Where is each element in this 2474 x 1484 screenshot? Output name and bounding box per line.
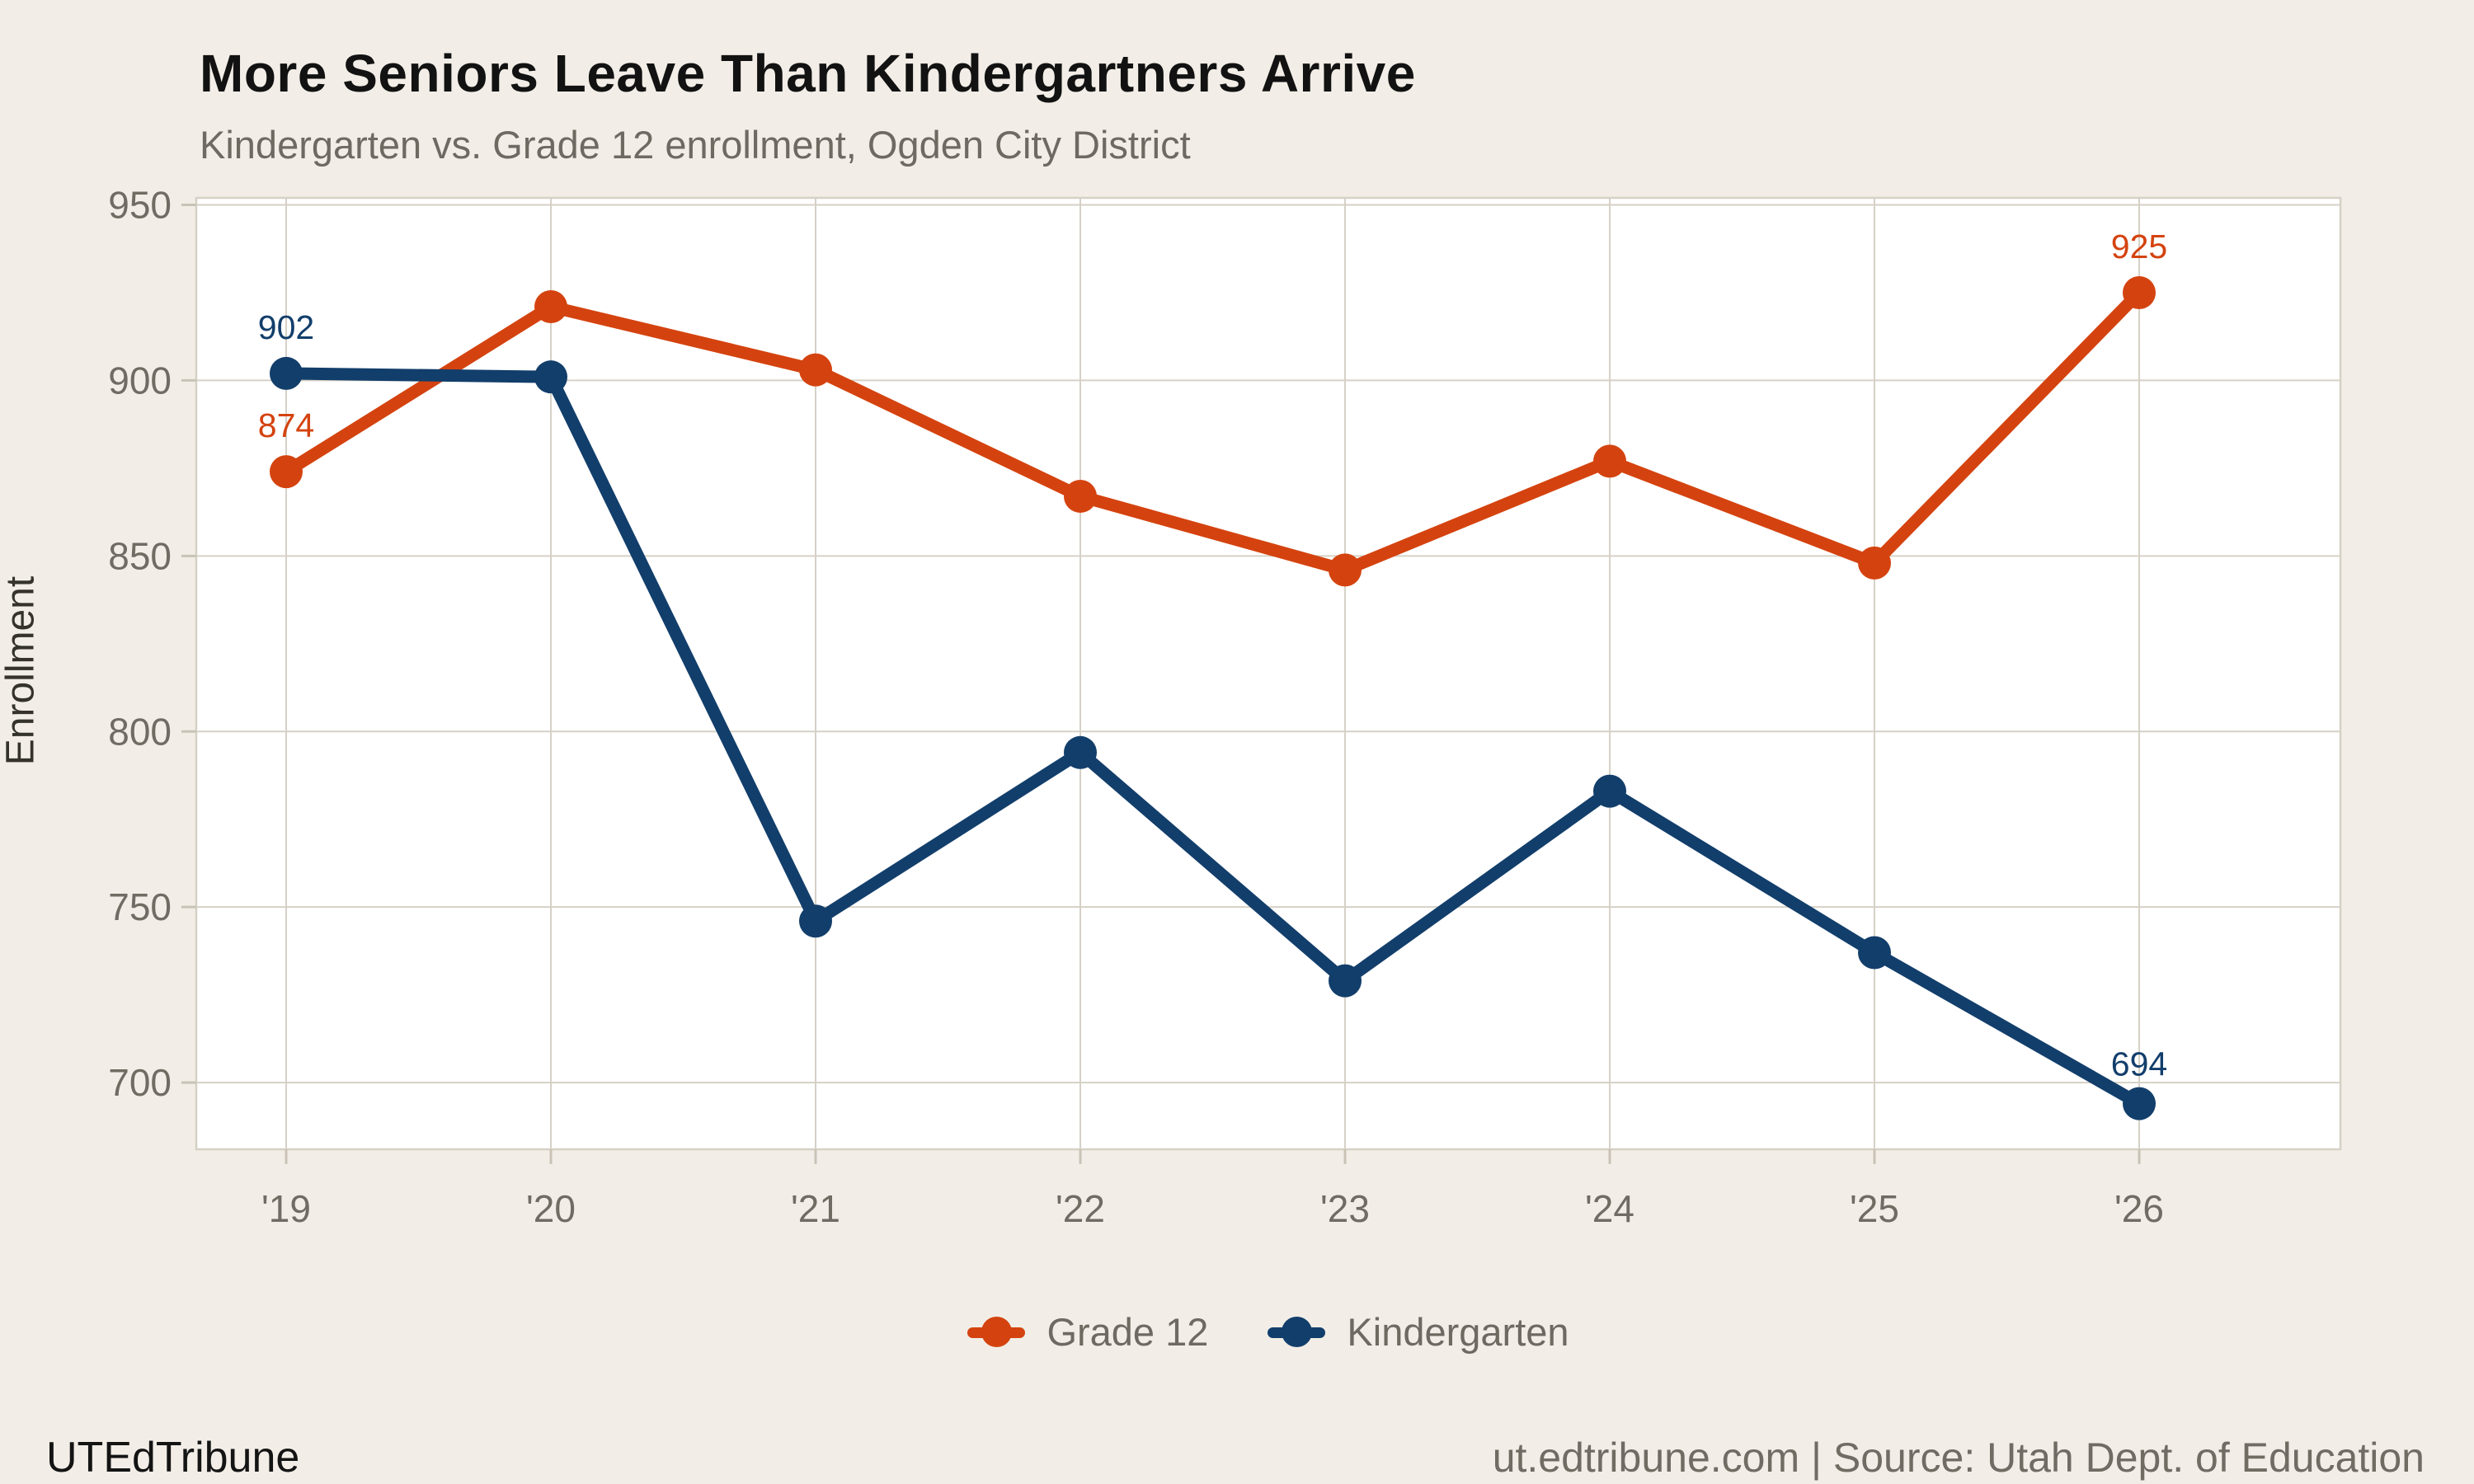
x-tick-label: '20 bbox=[526, 1187, 576, 1230]
plot-border bbox=[195, 196, 2342, 1151]
x-tick-label: '25 bbox=[1850, 1187, 1899, 1230]
data-point bbox=[1064, 735, 1097, 769]
data-point bbox=[1858, 936, 1891, 970]
data-label: 925 bbox=[2111, 228, 2167, 265]
legend-item-grade-12: Grade 12 bbox=[967, 1309, 1208, 1355]
data-label: 874 bbox=[258, 406, 314, 444]
data-point bbox=[1064, 479, 1097, 513]
y-tick-label: 850 bbox=[108, 534, 172, 577]
legend-label: Grade 12 bbox=[1047, 1310, 1209, 1354]
y-tick-label: 800 bbox=[108, 710, 172, 753]
y-tick-label: 700 bbox=[108, 1061, 172, 1104]
legend-item-kindergarten: Kindergarten bbox=[1268, 1309, 1569, 1355]
data-point bbox=[1593, 774, 1626, 808]
y-tick-label: 750 bbox=[108, 885, 172, 928]
data-point bbox=[270, 356, 303, 390]
chart-subtitle: Kindergarten vs. Grade 12 enrollment, Og… bbox=[200, 123, 1191, 167]
data-point bbox=[2123, 275, 2156, 309]
data-point bbox=[799, 353, 832, 387]
data-point bbox=[799, 904, 832, 938]
y-tick-label: 950 bbox=[108, 184, 172, 227]
legend-label: Kindergarten bbox=[1347, 1310, 1569, 1354]
data-point bbox=[1329, 553, 1362, 587]
footer: UTEdTribune ut.edtribune.com | Source: U… bbox=[46, 1433, 2425, 1482]
y-tick-label: 900 bbox=[108, 359, 172, 402]
x-tick-label: '24 bbox=[1585, 1187, 1634, 1230]
chart-title: More Seniors Leave Than Kindergartners A… bbox=[200, 44, 1416, 103]
x-tick-label: '19 bbox=[261, 1187, 311, 1230]
x-tick-label: '23 bbox=[1320, 1187, 1370, 1230]
series-line-grade-12 bbox=[280, 286, 2146, 576]
data-point bbox=[534, 360, 567, 394]
data-point bbox=[2123, 1087, 2156, 1120]
source-attribution: ut.edtribune.com | Source: Utah Dept. of… bbox=[1492, 1435, 2425, 1481]
data-point bbox=[270, 455, 303, 489]
data-point bbox=[1593, 444, 1626, 478]
data-label: 694 bbox=[2111, 1045, 2167, 1083]
data-label: 902 bbox=[258, 308, 314, 346]
legend: Grade 12 Kindergarten bbox=[196, 1309, 2340, 1355]
data-point bbox=[1858, 546, 1891, 580]
x-tick-label: '21 bbox=[791, 1187, 840, 1230]
x-tick-label: '26 bbox=[2114, 1187, 2164, 1230]
legend-marker bbox=[1268, 1316, 1326, 1349]
data-point bbox=[1329, 964, 1362, 998]
brand-logo-text: UTEdTribune bbox=[46, 1434, 300, 1482]
series-line-kindergarten bbox=[280, 367, 2146, 1111]
x-tick-label: '22 bbox=[1056, 1187, 1105, 1230]
data-point bbox=[534, 290, 567, 324]
plot-area bbox=[196, 198, 2340, 1149]
legend-marker bbox=[967, 1316, 1026, 1349]
